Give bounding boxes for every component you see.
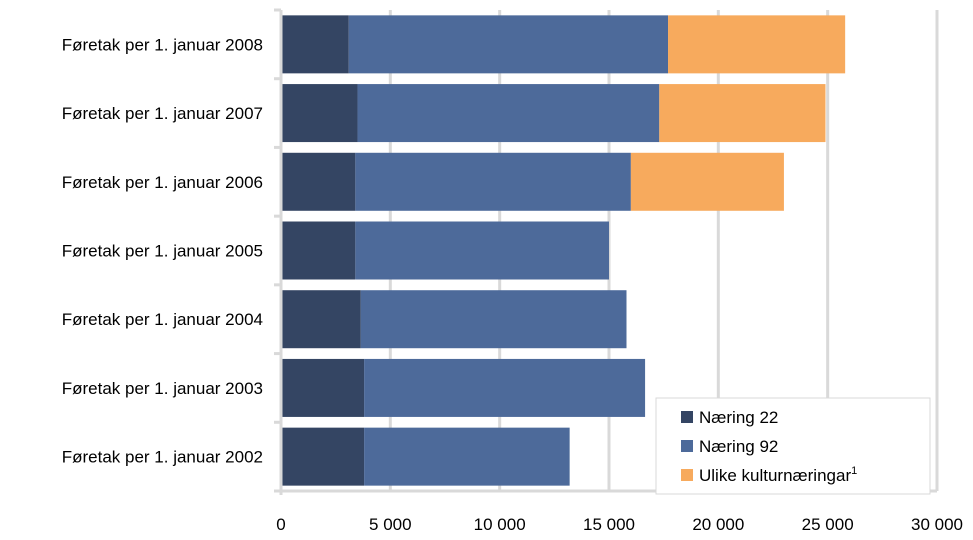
bar-segment	[668, 15, 846, 74]
legend-series-name: Næring 22	[699, 408, 778, 427]
bar-segment	[364, 427, 570, 486]
x-tick-label: 30 000	[911, 515, 963, 534]
bar-segment	[360, 290, 627, 349]
legend-series-name: Næring 92	[699, 437, 778, 456]
legend-label: Næring 92	[699, 437, 778, 456]
x-tick-label: 0	[276, 515, 285, 534]
legend-swatch	[681, 440, 693, 452]
bar-segment	[281, 15, 349, 74]
category-label: Føretak per 1. januar 2005	[62, 242, 263, 261]
category-label: Føretak per 1. januar 2007	[62, 104, 263, 123]
legend-box	[655, 397, 931, 495]
legend-label: Næring 22	[699, 408, 778, 427]
bar-segment	[281, 84, 358, 143]
bar-segment	[355, 221, 609, 280]
bar-segment	[281, 427, 365, 486]
bars	[281, 15, 846, 486]
x-tick-label: 10 000	[474, 515, 526, 534]
bar-segment	[659, 84, 826, 143]
x-tick-label: 5 000	[369, 515, 412, 534]
legend-swatch	[681, 411, 693, 423]
category-label: Føretak per 1. januar 2006	[62, 173, 263, 192]
bar-segment	[281, 290, 361, 349]
category-label: Føretak per 1. januar 2008	[62, 35, 263, 54]
legend: Næring 22 Næring 92 Ulike kulturnæringar1	[655, 397, 931, 495]
bar-segment	[364, 358, 646, 417]
bar-segment	[355, 152, 631, 211]
legend-swatch	[681, 469, 693, 481]
bar-segment	[630, 152, 784, 211]
category-label: Føretak per 1. januar 2004	[62, 310, 263, 329]
x-tick-label: 20 000	[692, 515, 744, 534]
legend-label: Ulike kulturnæringar1	[699, 465, 857, 485]
x-tick-label: 15 000	[583, 515, 635, 534]
axes: Føretak per 1. januar 2008 Føretak per 1.…	[62, 8, 963, 534]
bar-segment	[357, 84, 660, 143]
x-tick-label: 25 000	[802, 515, 854, 534]
legend-footnote-marker: 1	[851, 465, 857, 477]
bar-segment	[281, 358, 365, 417]
category-label: Føretak per 1. januar 2003	[62, 379, 263, 398]
legend-series-name: Ulike kulturnæringar	[699, 466, 851, 485]
category-label: Føretak per 1. januar 2002	[62, 448, 263, 467]
bar-segment	[281, 221, 356, 280]
bar-segment	[281, 152, 356, 211]
bar-segment	[348, 15, 669, 74]
